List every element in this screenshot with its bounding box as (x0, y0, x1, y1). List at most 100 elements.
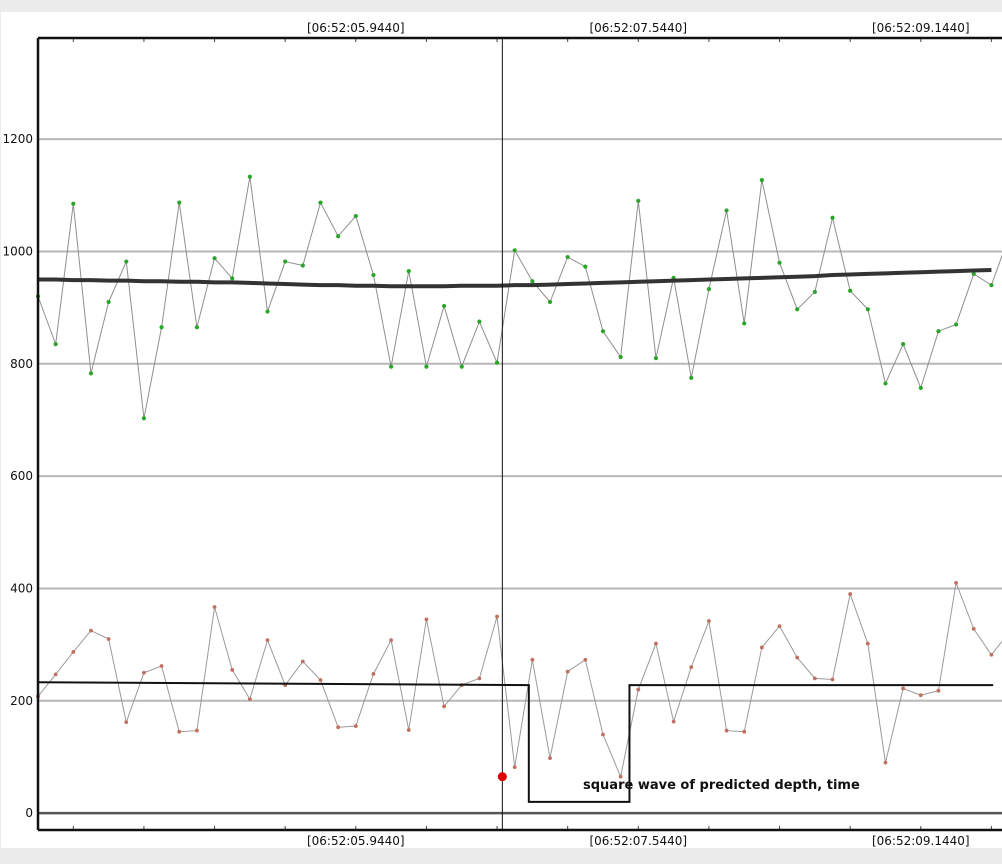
series-upper-point (424, 364, 429, 369)
series-upper-point (848, 288, 853, 293)
series-lower-point (848, 592, 853, 596)
series-lower-point (406, 728, 411, 732)
series-upper-point (212, 256, 217, 261)
series-lower-line (37, 580, 1002, 779)
series-upper-point (759, 178, 764, 183)
series-lower-point (565, 669, 570, 674)
series-upper-point (865, 307, 870, 312)
series-upper-point (406, 269, 411, 274)
y-tick-label: 1200 (2, 132, 33, 146)
series-upper-point (230, 276, 235, 281)
series-upper-point (583, 264, 588, 269)
series-lower-point (795, 655, 800, 660)
series-lower-point (671, 719, 676, 724)
x-tick-label-bottom: [06:52:09.1440] (872, 834, 970, 848)
x-tick-label-top: [06:52:09.1440] (872, 21, 970, 35)
series-upper-point (547, 299, 553, 305)
plot-area (38, 38, 1002, 830)
series-upper-point (494, 360, 500, 365)
series-lower-point (318, 678, 323, 682)
series-upper-point (371, 272, 376, 278)
series-lower-point (106, 637, 111, 641)
series-upper-point (283, 259, 288, 264)
series-lower-point (230, 668, 235, 672)
series-upper-point (318, 200, 323, 205)
series-lower-point (300, 659, 305, 664)
series-upper-point (777, 260, 782, 265)
series-upper-point (512, 248, 517, 253)
series-upper-point (883, 381, 888, 386)
series-upper-point (971, 271, 976, 277)
series-lower-point (883, 760, 888, 765)
series-upper-point (706, 286, 712, 292)
series-upper-point (689, 375, 694, 380)
x-tick-label-top: [06:52:07.5440] (589, 21, 687, 35)
series-upper-point (71, 201, 76, 206)
x-tick-label-bottom: [06:52:07.5440] (589, 834, 687, 848)
series-upper-point (141, 416, 147, 421)
series-lower-point (601, 732, 605, 737)
series-lower-point (830, 677, 835, 682)
series-lower-point (142, 670, 146, 675)
series-lower-point (759, 645, 764, 650)
series-lower-point (124, 720, 129, 725)
selected-point-marker[interactable] (497, 772, 507, 782)
series-upper-point (194, 325, 200, 330)
square-wave-annotation: square wave of predicted depth, time (583, 778, 860, 793)
series-upper-point (636, 198, 641, 203)
series-upper-point (953, 322, 959, 327)
series-lower-point (530, 657, 535, 662)
series-lower-point (812, 676, 817, 681)
series-lower-point (865, 641, 870, 646)
series-lower-point (689, 665, 694, 670)
y-tick-label: 600 (10, 469, 33, 483)
series-lower-point (954, 580, 958, 585)
series-upper-point (336, 234, 341, 239)
series-lower-point (618, 774, 623, 779)
series-lower-point (336, 725, 341, 730)
series-upper-point (724, 208, 729, 213)
series-lower-point (89, 628, 93, 633)
series-lower-point (548, 756, 552, 761)
x-axis-labels: [06:52:05.9440] [06:52:05.9440] [06:52:07.… (72, 21, 992, 848)
square-wave-layer (37, 681, 994, 803)
series-lower-point (777, 624, 782, 629)
series-upper-point (459, 364, 464, 369)
series-upper-point (830, 215, 835, 220)
series-upper-point (300, 263, 305, 268)
series-lower-point (477, 676, 482, 681)
series-upper-point (936, 329, 941, 334)
y-axis-labels: 0 200 400 600 800 1000 1200 (2, 132, 33, 820)
series-upper-point (901, 342, 906, 347)
series-upper-point (795, 307, 800, 312)
series-upper-point (477, 319, 482, 324)
series-upper-point (989, 283, 994, 288)
series-upper-point (812, 289, 817, 294)
y-tick-label: 0 (25, 806, 33, 820)
y-tick-label: 1000 (2, 244, 33, 258)
x-tick-label-bottom: [06:52:05.9440] (307, 834, 405, 848)
series-lower-point (71, 650, 76, 654)
y-tick-label: 400 (10, 581, 33, 595)
y-tick-label: 200 (10, 694, 33, 708)
series-upper-point (600, 329, 606, 334)
series-lower-point (495, 614, 499, 619)
series-lower-point (918, 693, 923, 698)
series-lower-point (424, 617, 429, 622)
y-tick-label: 800 (10, 357, 33, 371)
series-lower-point (371, 671, 376, 676)
series-trend-line (38, 267, 992, 289)
series-lower-point (989, 652, 994, 657)
series-lower-point (707, 619, 711, 623)
series-upper-point (565, 254, 570, 260)
series-upper-point (530, 279, 535, 284)
series-lower-point (724, 728, 729, 733)
series-lower-point (53, 672, 58, 677)
series-lower-point (265, 638, 270, 643)
series-lower-point (195, 728, 199, 733)
series-upper-point (124, 259, 129, 264)
series-lower-point (389, 638, 394, 643)
series-lower-point (971, 627, 976, 631)
series-lower-point (636, 687, 641, 692)
